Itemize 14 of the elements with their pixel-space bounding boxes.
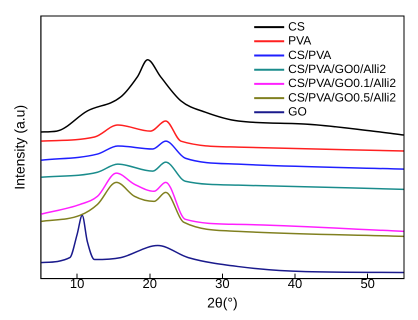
x-tick-label: 30 (215, 276, 230, 291)
legend-label: CS/PVA/GO0.1/Alli2 (288, 76, 396, 90)
x-tick-label: 10 (70, 276, 84, 291)
legend-label: CS/PVA (288, 48, 332, 62)
legend-label: CS/PVA/GO0.5/Alli2 (288, 90, 396, 104)
x-tick-label: 40 (288, 276, 302, 291)
x-tick-label: 20 (142, 276, 157, 291)
legend-label: CS (288, 19, 305, 34)
x-axis-title: 2θ(°) (207, 294, 238, 310)
legend-label: GO (288, 104, 307, 119)
x-tick-label: 50 (360, 276, 375, 291)
legend-label: PVA (288, 34, 312, 48)
y-axis-title: Intensity (a.u) (11, 104, 28, 190)
legend-label: CS/PVA/GO0/Alli2 (288, 62, 386, 76)
